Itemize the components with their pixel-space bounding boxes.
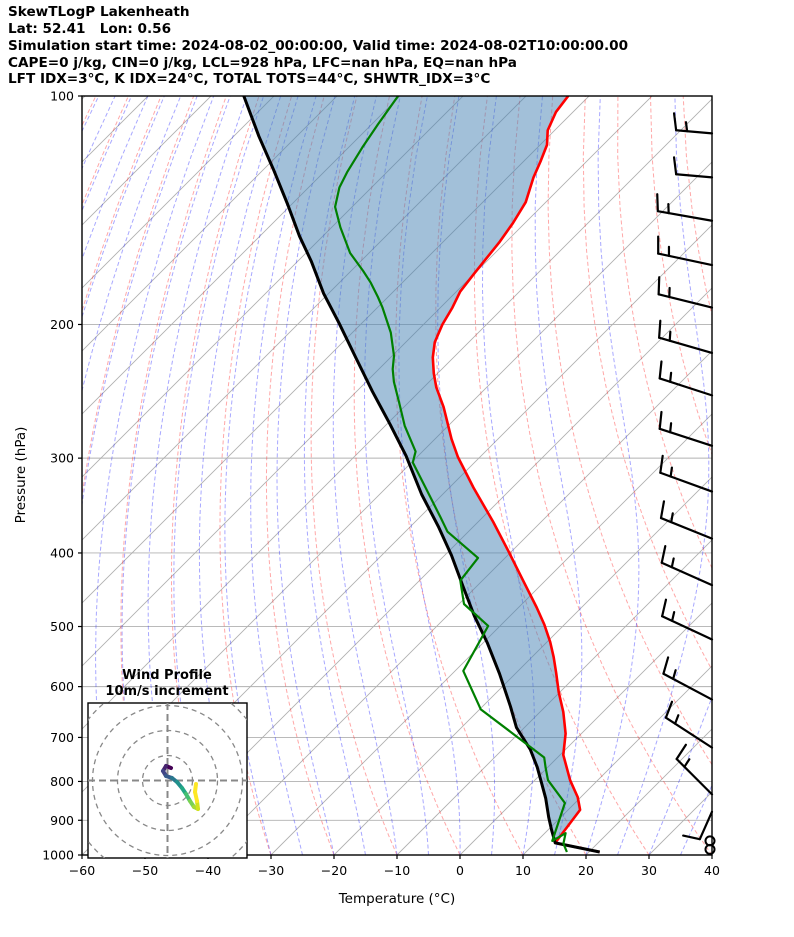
dry-adiabat-line [716, 96, 794, 855]
indices-line-2: LFT IDX=3°C, K IDX=24°C, TOTAL TOTS=44°C… [8, 71, 491, 87]
dry-adiabat-line [265, 96, 335, 855]
wind-barb [682, 810, 714, 841]
wind-barb [658, 410, 714, 447]
y-tick-label: 900 [50, 813, 74, 828]
dry-adiabat-line [582, 96, 712, 671]
moist-adiabat-line [303, 96, 366, 855]
moist-adiabat-line [680, 783, 712, 855]
wind-barb [658, 360, 714, 397]
x-tick-label: 10 [515, 863, 531, 878]
y-tick-label: 100 [50, 89, 74, 104]
cin-shaded-area [243, 96, 600, 852]
moist-adiabat-line [363, 96, 429, 855]
y-tick-label: 300 [50, 451, 74, 466]
isotherm-line [270, 413, 712, 855]
x-tick-label: −50 [132, 863, 158, 878]
dry-adiabat-line [353, 96, 461, 855]
hodograph-inset: Wind Profile 10m/s increment [87, 668, 248, 859]
wind-barb [672, 156, 714, 179]
wind-barb [658, 319, 714, 354]
wind-barbs-group [656, 112, 716, 855]
hodograph-trace-segment [193, 782, 198, 794]
x-tick-label: −20 [321, 863, 347, 878]
y-axis-title: Pressure (hPa) [13, 427, 29, 524]
hodograph-subtitle: 10m/s increment [105, 684, 228, 699]
x-tick-label: 20 [578, 863, 594, 878]
hodograph-content [88, 703, 247, 858]
isotherm-line [82, 96, 401, 415]
isotherm-line [82, 96, 338, 352]
dewpoint-curve [334, 96, 568, 853]
moist-adiabat-line [250, 96, 317, 855]
wind-barb [660, 545, 714, 587]
hodograph-title: Wind Profile [122, 668, 212, 683]
x-tick-label: −10 [384, 863, 410, 878]
parcel-curve [242, 96, 601, 854]
x-tick-label: 40 [704, 863, 720, 878]
y-tick-label: 600 [50, 679, 74, 694]
wind-barb [657, 276, 714, 309]
calm-wind-circle [704, 843, 716, 855]
isotherm-line [711, 854, 712, 855]
wind-barb [657, 235, 714, 267]
x-axis-title: Temperature (°C) [338, 891, 456, 907]
wind-barb [672, 112, 714, 135]
isotherm-line [144, 287, 712, 855]
dry-adiabat-line [547, 96, 712, 766]
x-tick-label: 0 [456, 863, 464, 878]
wind-barb [659, 500, 714, 540]
x-tick-label: −60 [69, 863, 95, 878]
y-tick-label: 400 [50, 545, 74, 560]
y-tick-label: 500 [50, 619, 74, 634]
x-tick-label: −40 [195, 863, 221, 878]
dry-adiabat-line [310, 96, 398, 855]
y-tick-label: 200 [50, 317, 74, 332]
wind-barb [661, 598, 714, 641]
background-lines-group [82, 96, 794, 855]
moist-adiabat-line [224, 96, 299, 855]
moist-adiabat-line [744, 96, 794, 855]
hodograph-ring [91, 704, 244, 857]
x-tick-label: 30 [641, 863, 657, 878]
time-line: Simulation start time: 2024-08-02_00:00:… [8, 38, 629, 54]
x-tick-label: −30 [258, 863, 284, 878]
wind-barb [664, 700, 714, 749]
temperature-curve [431, 96, 600, 854]
dry-adiabat-line [395, 96, 524, 855]
wind-barb [659, 454, 714, 493]
wind-barb [675, 743, 714, 796]
isotherm-line [82, 96, 653, 667]
hodograph-ring [141, 754, 194, 807]
isotherm-line [207, 350, 712, 855]
moist-adiabat-line [332, 96, 398, 855]
profile-curves-group [242, 96, 601, 854]
indices-line-1: CAPE=0 j/kg, CIN=0 j/kg, LCL=928 hPa, LF… [8, 55, 517, 71]
isotherm-line [82, 96, 212, 226]
moist-adiabat-line [276, 96, 336, 855]
isotherm-line [82, 96, 275, 289]
dry-adiabat-line [748, 96, 794, 855]
y-tick-label: 700 [50, 730, 74, 745]
isotherm-line [333, 476, 712, 855]
hodograph-ring [116, 729, 219, 832]
dry-adiabat-line [781, 96, 794, 855]
y-tick-label: 800 [50, 774, 74, 789]
wind-barb [656, 193, 714, 222]
dry-adiabat-line [219, 96, 293, 855]
moist-adiabat-line [617, 96, 710, 855]
dry-adiabat-line [617, 96, 712, 570]
moist-adiabat-line [711, 853, 712, 855]
moist-adiabat-line [585, 96, 640, 855]
location-line: Lat: 52.41 Lon: 0.56 [8, 21, 172, 37]
figure-title: SkewTLogP Lakenheath [8, 4, 190, 20]
dry-adiabat-line [650, 96, 712, 456]
isotherm-line [522, 665, 712, 855]
isotherm-line [459, 602, 712, 855]
y-tick-label: 1000 [42, 848, 74, 863]
wind-barb [662, 656, 714, 701]
